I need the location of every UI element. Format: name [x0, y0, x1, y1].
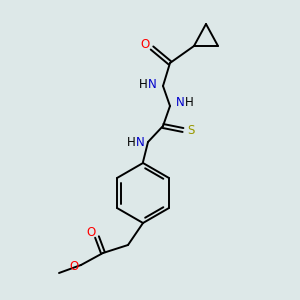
Text: N: N: [136, 136, 144, 149]
Text: N: N: [148, 79, 156, 92]
Text: N: N: [176, 97, 184, 110]
Text: H: H: [139, 79, 147, 92]
Text: O: O: [140, 38, 150, 52]
Text: S: S: [187, 124, 195, 136]
Text: H: H: [184, 97, 194, 110]
Text: O: O: [69, 260, 79, 274]
Text: O: O: [86, 226, 96, 238]
Text: H: H: [127, 136, 135, 149]
